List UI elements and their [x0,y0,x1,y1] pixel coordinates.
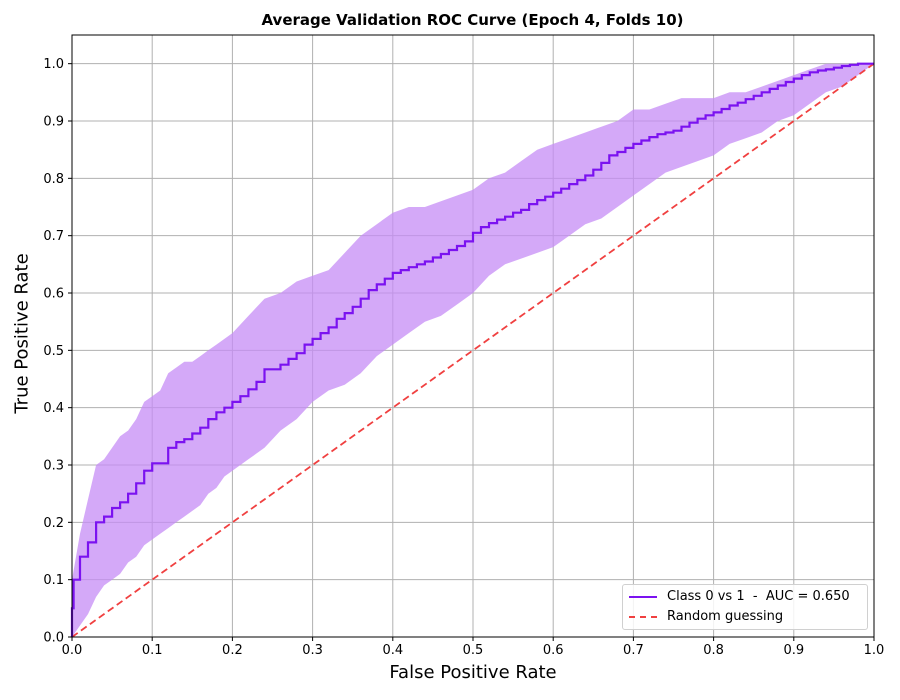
x-tick-label: 0.2 [222,643,243,658]
y-axis-label: True Positive Rate [11,253,33,414]
x-tick-label: 0.3 [302,643,323,658]
y-tick-label: 0.9 [43,115,64,130]
y-axis: 0.0 0.1 0.2 0.3 0.4 0.5 0.6 0.7 0.8 0.9 1.0 [43,57,72,646]
y-tick-label: 0.2 [43,516,64,531]
y-tick-label: 0.6 [43,287,64,302]
legend-swatch-random [629,616,657,618]
legend-label-roc: Class 0 vs 1 - AUC = 0.650 [667,589,850,604]
y-tick-label: 1.0 [43,57,64,72]
x-tick-label: 0.6 [543,643,564,658]
x-tick-label: 0.9 [783,643,804,658]
x-tick-label: 1.0 [864,643,885,658]
x-axis: 0.0 0.1 0.2 0.3 0.4 0.5 0.6 0.7 0.8 0.9 1.0 [62,637,885,658]
x-tick-label: 0.8 [703,643,724,658]
y-tick-label: 0.8 [43,172,64,187]
std-band [72,63,874,637]
x-tick-label: 0.4 [382,643,403,658]
y-tick-label: 0.5 [43,344,64,359]
y-tick-label: 0.7 [43,229,64,244]
legend-item-roc: Class 0 vs 1 - AUC = 0.650 [623,587,867,607]
legend-label-random: Random guessing [667,609,784,624]
series-layer [70,62,875,638]
legend-swatch-roc [629,596,657,598]
x-axis-label: False Positive Rate [389,662,557,683]
y-tick-label: 0.1 [43,573,64,588]
std-band-layer [72,63,874,637]
legend-item-random: Random guessing [623,607,867,627]
y-tick-label: 0.3 [43,459,64,474]
y-tick-label: 0.4 [43,401,64,416]
x-tick-label: 0.7 [623,643,644,658]
legend: Class 0 vs 1 - AUC = 0.650 Random guessi… [622,584,868,630]
x-tick-label: 0.5 [463,643,484,658]
roc-curve-line [70,62,874,637]
y-tick-label: 0.0 [43,631,64,646]
chart-title: Average Validation ROC Curve (Epoch 4, F… [261,11,684,29]
x-tick-label: 0.1 [142,643,163,658]
x-tick-label: 0.0 [62,643,83,658]
